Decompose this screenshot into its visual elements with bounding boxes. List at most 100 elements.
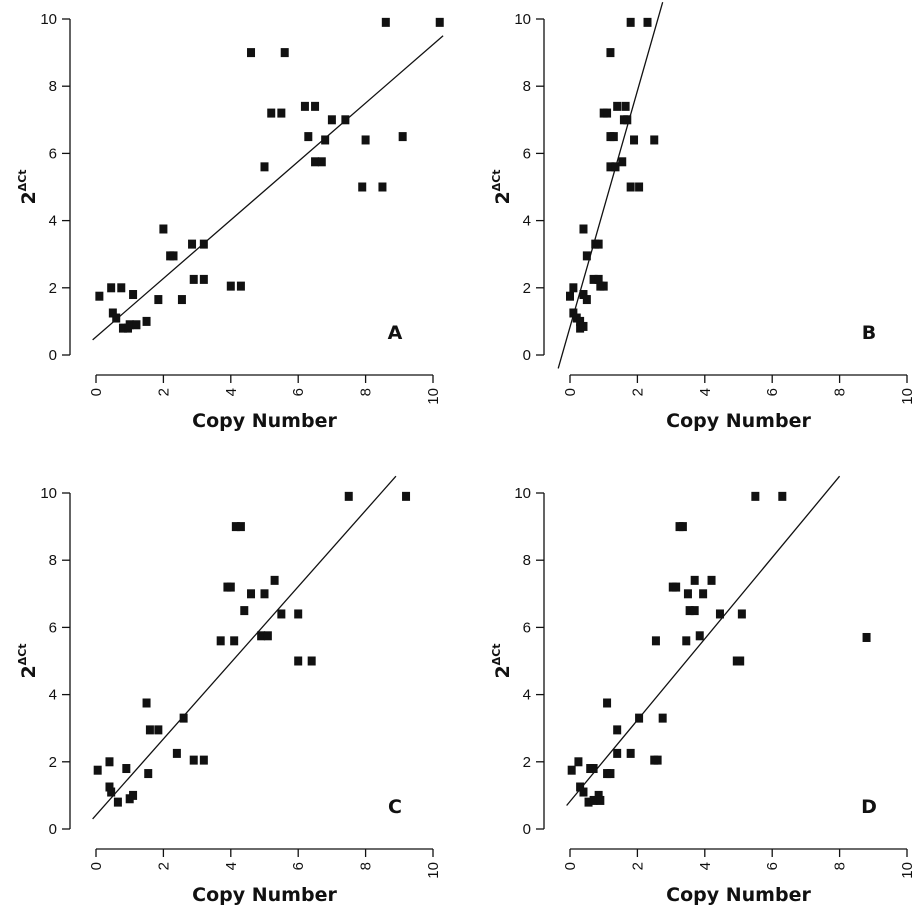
panel-d-data-point [685, 606, 694, 616]
panel-d-x-tick-label: 10 [899, 862, 914, 879]
panel-c-data-point [277, 609, 286, 619]
panel-c-y-tick-label: 10 [40, 485, 57, 502]
panel-c-x-tick-label: 4 [223, 862, 240, 870]
panel-a-fit-line [92, 35, 444, 341]
panel-b-data-point [603, 108, 612, 118]
panel-d-data-point [736, 656, 745, 666]
panel-b-data-point [613, 101, 622, 111]
panel-d-data-point [589, 764, 598, 774]
panel-c-data-point [307, 656, 316, 666]
panel-b-y-tick-label: 6 [523, 145, 531, 162]
panel-a-data-point [118, 323, 127, 333]
panel-b-y-tick-label: 10 [514, 11, 531, 28]
panel-b-x-tick-label: 0 [562, 388, 579, 396]
panel-c-data-point [113, 797, 122, 807]
panel-d-data-point [683, 589, 692, 599]
panel-b-data-point [579, 321, 588, 331]
panel-d-data-point [862, 632, 871, 642]
panel-c-data-point [189, 755, 198, 765]
panel-c-data-point [226, 582, 235, 592]
panel-d-data-point [613, 725, 622, 735]
panel-c-data-point [230, 636, 239, 646]
panel-d-label: D [861, 796, 877, 818]
panel-c-x-tick-label: 6 [290, 862, 307, 870]
panel-a-data-point [125, 320, 134, 330]
panel-b-data-point [626, 182, 635, 192]
panel-a-y-tick-label: 2 [49, 280, 57, 297]
panel-c-y-tick-label: 2 [49, 754, 57, 771]
panel-a-data-point [199, 239, 208, 249]
panel-c-data-point [105, 757, 114, 767]
panel-a-x-tick-label: 4 [223, 388, 240, 396]
panel-a-data-point [358, 182, 367, 192]
panel-c-data-point [216, 636, 225, 646]
panel-d-data-point [613, 748, 622, 758]
panel-b-y-axis-title-superscript: ΔCt [490, 169, 503, 191]
panel-c-data-point [93, 765, 102, 775]
panel-b-data-point [576, 316, 585, 326]
panel-a-data-point [311, 101, 320, 111]
panel-c-y-tick-label: 0 [49, 821, 57, 838]
panel-c-x-tick-label: 2 [155, 862, 172, 870]
panel-d-x-tick-label: 2 [629, 862, 646, 870]
panel-c-y-axis-title-superscript: ΔCt [16, 643, 29, 665]
panel-d-data-point [653, 755, 662, 765]
panel-b-data-point [635, 182, 644, 192]
panel-b-data-point [579, 224, 588, 234]
panel-a-data-point [280, 48, 289, 58]
panel-b-x-tick-label: 6 [764, 388, 781, 396]
panel-a-data-point [199, 274, 208, 284]
panel-d-data-point [699, 589, 708, 599]
panel-d-x-tick-label: 4 [697, 862, 714, 870]
panel-d-data-point [707, 575, 716, 585]
panel-c-data-point [154, 725, 163, 735]
panel-b-data-point [579, 290, 588, 300]
panel-b-y-tick-label: 0 [523, 347, 531, 364]
panel-d-x-tick-label: 8 [832, 862, 849, 870]
panel-a-data-point [169, 251, 178, 261]
panel-a-data-point [435, 17, 444, 27]
panel-b-y-tick-label: 2 [523, 280, 531, 297]
panel-d-y-tick-label: 8 [523, 552, 531, 569]
panel-c-x-tick-label: 10 [425, 862, 442, 879]
panel-a-y-tick-label: 0 [49, 347, 57, 364]
panel-c-y-axis-title: 2ΔCt [16, 643, 40, 678]
panel-b-data-point [630, 135, 639, 145]
panel-a-data-point [159, 224, 168, 234]
panel-b-data-point [643, 17, 652, 27]
panel-b-data-point [626, 17, 635, 27]
panel-d-y-tick-label: 0 [523, 821, 531, 838]
panel-b-data-point [611, 162, 620, 172]
panel-a-data-point [189, 274, 198, 284]
panel-a-data-point [260, 162, 269, 172]
panel-d-y-tick-label: 4 [523, 687, 531, 704]
panel-a-y-tick-label: 6 [49, 145, 57, 162]
panel-c-fit-line [92, 475, 397, 820]
panel-c-y-axis-title-base: 2 [18, 665, 40, 678]
panel-d-data-point [737, 609, 746, 619]
panel-a-data-point [277, 108, 286, 118]
panel-c-data-point [122, 764, 131, 774]
panel-a-data-point [117, 283, 126, 293]
panel-a-data-point [398, 132, 407, 142]
panel-a-data-point [112, 313, 121, 323]
panel-a-data-point [107, 283, 116, 293]
panel-a-data-point [361, 135, 370, 145]
panel-b-data-point [609, 132, 618, 142]
panel-b-data-point [599, 281, 608, 291]
panel-d-data-point [579, 787, 588, 797]
panel-c-data-point [199, 755, 208, 765]
panel-d-data-point [651, 636, 660, 646]
panel-d-data-point [576, 782, 585, 792]
panel-b-x-tick-label: 10 [899, 388, 914, 405]
panel-c-data-point [344, 491, 353, 501]
panel-a-data-point [341, 115, 350, 125]
panel-b-data-point [582, 295, 591, 305]
panel-c-y-tick-label: 4 [49, 687, 57, 704]
panel-a-y-tick-label: 4 [49, 213, 57, 230]
panel-d-data-point [596, 795, 605, 805]
panel-b-data-point [606, 48, 615, 58]
panel-b-label: B [862, 322, 876, 344]
